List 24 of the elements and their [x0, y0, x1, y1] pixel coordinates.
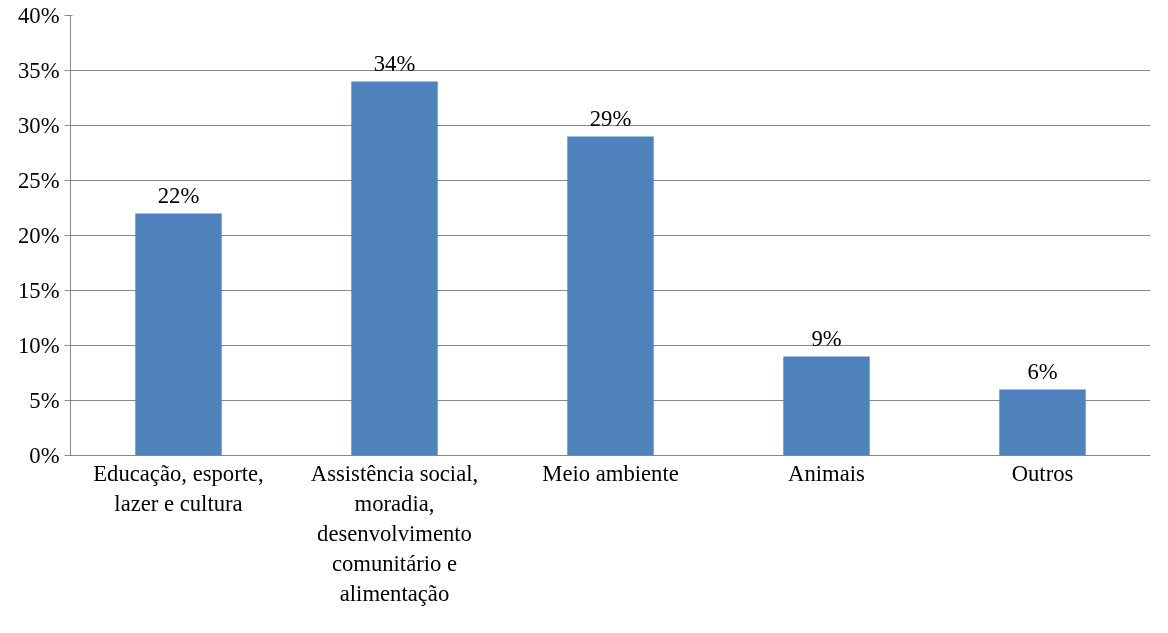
- data-label: 6%: [1027, 358, 1058, 384]
- y-tick-label: 40%: [17, 3, 60, 28]
- data-label: 22%: [157, 182, 200, 208]
- data-label: 29%: [589, 105, 632, 131]
- y-tick-label: 15%: [17, 278, 60, 303]
- y-tick-label: 0%: [29, 443, 60, 468]
- data-label: 9%: [811, 325, 842, 351]
- data-label: 34%: [373, 50, 416, 76]
- bar: [999, 389, 1086, 456]
- bar: [783, 356, 870, 456]
- y-tick-label: 30%: [17, 113, 60, 138]
- y-tick-label: 5%: [29, 388, 60, 413]
- bar: [135, 213, 222, 456]
- bar: [567, 136, 654, 456]
- x-tick-label: Educação, esporte, lazer e cultura: [93, 460, 264, 516]
- x-tick-label: Animais: [788, 460, 865, 486]
- x-tick-label: Outros: [1011, 460, 1074, 486]
- x-tick-label: Assistência social, moradia, desenvolvimento comunitário e alimentação: [310, 460, 479, 606]
- x-tick-label: Meio ambiente: [542, 460, 679, 486]
- y-tick-label: 20%: [17, 223, 60, 248]
- bar: [351, 81, 438, 456]
- y-tick-label: 25%: [17, 168, 60, 193]
- y-tick-label: 35%: [17, 58, 60, 83]
- y-tick-label: 10%: [17, 333, 60, 358]
